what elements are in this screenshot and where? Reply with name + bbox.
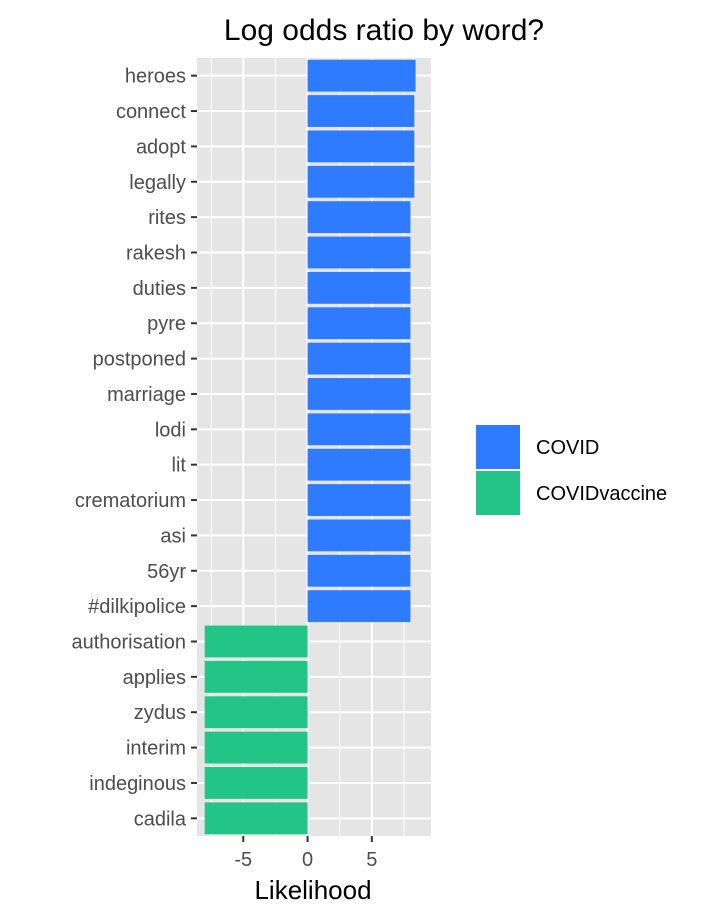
bar-heroes (307, 59, 416, 92)
chart-title: Log odds ratio by word? (224, 14, 544, 47)
y-tick-label: legally (129, 172, 186, 194)
x-tick-label: 0 (302, 849, 313, 871)
legend-label: COVIDvaccine (536, 483, 667, 505)
legend-key-covidvaccine (476, 471, 520, 515)
bar-applies (204, 660, 308, 693)
bar-lodi (307, 413, 411, 446)
legend: COVID COVIDvaccine (476, 425, 667, 515)
y-tick-label: authorisation (71, 632, 186, 654)
y-tick-label: interim (126, 738, 186, 760)
legend-key-covid (476, 425, 520, 469)
bar-marriage (307, 378, 411, 410)
y-tick-label: pyre (147, 313, 186, 335)
x-tick-label: -5 (234, 849, 252, 871)
bar-indeginous (204, 767, 308, 799)
bar-connect (307, 95, 415, 127)
bar-legally (307, 165, 415, 198)
x-axis-label: Likelihood (254, 875, 371, 905)
bar-asi (307, 519, 411, 552)
bar-interim (204, 731, 308, 764)
y-tick-label: applies (123, 667, 186, 689)
y-tick-label: asi (160, 525, 186, 547)
bar-duties (307, 271, 411, 304)
y-tick-label: marriage (107, 384, 186, 406)
y-tick-label: connect (116, 101, 186, 123)
y-tick-label: cadila (134, 808, 187, 830)
y-tick-label: adopt (136, 136, 186, 158)
y-tick-label: rakesh (126, 243, 186, 265)
legend-label: COVID (536, 437, 599, 459)
y-tick-label: postponed (93, 349, 186, 371)
bar-cadila (204, 802, 308, 835)
y-tick-label: heroes (125, 66, 186, 88)
y-tick-label: lodi (155, 419, 186, 441)
y-tick-label: lit (172, 455, 187, 477)
bar-postponed (307, 342, 411, 375)
bar-dilkipolice (307, 590, 411, 623)
y-tick-label: indeginous (89, 773, 186, 795)
bar-zydus (204, 696, 308, 729)
bars (204, 59, 416, 835)
bar-lit (307, 448, 411, 481)
y-tick-label: #dilkipolice (88, 596, 186, 618)
y-tick-label: rites (148, 207, 186, 229)
x-tick-label: 5 (366, 849, 377, 871)
y-tick-label: crematorium (75, 490, 186, 512)
y-tick-label: 56yr (147, 561, 186, 583)
y-axis: heroes connect adopt legally rites rakesh duti… (71, 66, 197, 830)
bar-rakesh (307, 236, 411, 269)
y-tick-label: zydus (134, 702, 186, 724)
bar-rites (307, 201, 411, 234)
bar-adopt (307, 130, 415, 163)
y-tick-label: duties (133, 278, 186, 300)
bar-crematorium (307, 484, 411, 516)
bar-authorisation (204, 625, 308, 658)
bar-pyre (307, 307, 411, 340)
x-axis: -5 0 5 (234, 836, 377, 871)
bar-56yr (307, 554, 411, 587)
